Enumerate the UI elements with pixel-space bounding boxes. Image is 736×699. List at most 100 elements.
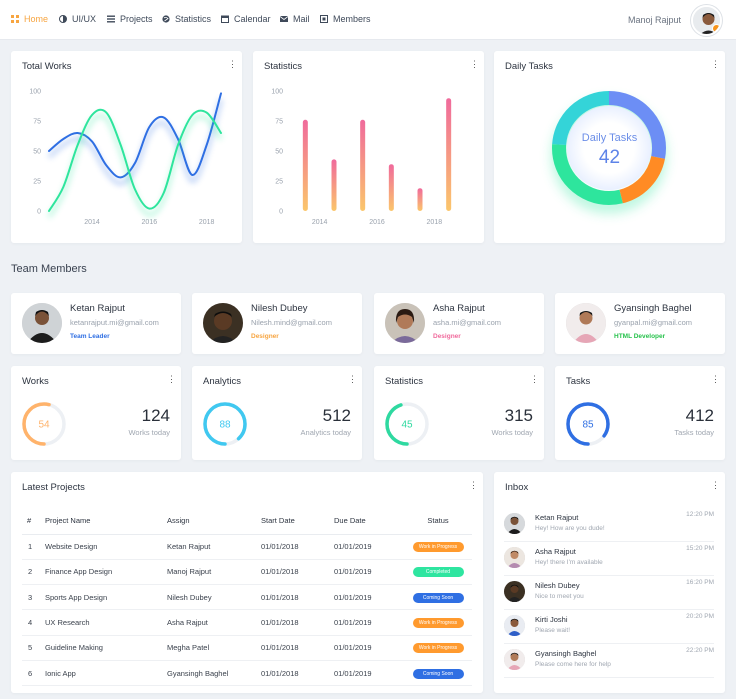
assignee: Manoj Rajput [167, 559, 261, 586]
project-name: UX Research [45, 609, 167, 636]
more-icon[interactable]: ⋮ [469, 480, 478, 490]
user-name[interactable]: Manoj Rajput [627, 15, 681, 25]
nav-projects[interactable]: Projects [107, 14, 153, 24]
start-date: 01/01/2018 [261, 660, 334, 687]
due-date: 01/01/2019 [334, 559, 404, 586]
table-row[interactable]: 6 Ionic App Gyansingh Baghel 01/01/2018 01/0… [22, 660, 472, 687]
start-date: 01/01/2018 [261, 635, 334, 661]
table-row[interactable]: 4 UX Research Asha Rajput 01/01/2018 01/01/2… [22, 609, 472, 636]
status-badge: Work in Progress [412, 643, 464, 654]
member-name: Asha Rajput [433, 303, 485, 314]
member-email: Nilesh.mind@gmail.com [251, 318, 332, 327]
y-tick-label: 100 [29, 89, 41, 96]
sender-avatar [504, 513, 525, 534]
status-cell: Coming Soon [404, 660, 472, 687]
member-card[interactable]: Ketan Rajput ketanrajput.mi@gmail.com Te… [11, 293, 181, 354]
inbox-message[interactable]: Asha Rajput Hey! there I'm available 15:20… [504, 542, 714, 576]
y-tick-label: 50 [275, 149, 283, 156]
message-preview: Please come here for help [535, 661, 611, 668]
more-icon[interactable]: ⋮ [348, 374, 357, 384]
sender-name: Nilesh Dubey [535, 581, 580, 590]
status-cell: Coming Soon [404, 584, 472, 611]
series-glow [46, 113, 224, 219]
works-stat-card: Works ⋮ 54 124 Works today [11, 366, 181, 460]
inbox-message[interactable]: Kirti Joshi Please wait! 20:20 PM [504, 610, 714, 644]
start-date: 01/01/2018 [261, 534, 334, 560]
nav-projects-label: Projects [120, 14, 153, 24]
online-status-dot [712, 24, 720, 33]
member-role: Designer [251, 333, 279, 340]
status-cell: Completed [404, 559, 472, 586]
total-works-card: Total Works ⋮ 0 25 50 75 100 2014 2016 2018 [11, 51, 242, 243]
bar [331, 159, 337, 211]
due-date: 01/01/2019 [334, 660, 404, 687]
nav-uiux[interactable]: UI/UX [59, 14, 96, 24]
member-card[interactable]: Gyansingh Baghel gyanpal.mi@gmail.com HT… [555, 293, 725, 354]
donut-center [567, 106, 651, 190]
status-badge: Coming Soon [412, 668, 464, 679]
table-header-row: # Project Name Assign Start Date Due Dat… [22, 508, 472, 535]
team-members-title: Team Members [11, 263, 87, 275]
bar [302, 119, 308, 211]
nav-calendar[interactable]: Calendar [221, 14, 271, 24]
project-name: Ionic App [45, 660, 167, 687]
table-row[interactable]: 1 Website Design Ketan Rajput 01/01/2018 01/… [22, 534, 472, 560]
project-name: Finance App Design [45, 559, 167, 586]
more-icon[interactable]: ⋮ [711, 374, 720, 384]
due-date: 01/01/2019 [334, 609, 404, 636]
sender-name: Gyansingh Baghel [535, 649, 597, 658]
mail-icon [280, 16, 288, 22]
inbox-message[interactable]: Ketan Rajput Hey! How are you dude! 12:20 … [504, 508, 714, 542]
nav-home[interactable]: Home [11, 14, 48, 24]
column-header: # [22, 508, 45, 535]
table-row[interactable]: 5 Guideline Making Megha Patel 01/01/2018 01… [22, 635, 472, 661]
more-icon[interactable]: ⋮ [711, 480, 720, 490]
user-avatar[interactable] [691, 5, 722, 36]
member-card[interactable]: Nilesh Dubey Nilesh.mind@gmail.com Desig… [192, 293, 362, 354]
top-navbar: Home UI/UX Projects Statistics Calendar … [0, 0, 736, 40]
row-number: 6 [22, 660, 45, 687]
more-icon[interactable]: ⋮ [167, 374, 176, 384]
table-row[interactable]: 2 Finance App Design Manoj Rajput 01/01/201… [22, 559, 472, 586]
ring-value: 88 [219, 420, 231, 431]
y-tick-label: 25 [275, 179, 283, 186]
statistics-stat-card: Statistics ⋮ 45 315 Works today [374, 366, 544, 460]
message-time: 20:20 PM [686, 613, 714, 620]
calendar-icon [221, 15, 229, 23]
members-icon [320, 15, 328, 23]
message-time: 15:20 PM [686, 545, 714, 552]
sender-name: Ketan Rajput [535, 513, 579, 522]
list-icon [107, 15, 115, 23]
message-time: 22:20 PM [686, 647, 714, 654]
assignee: Megha Patel [167, 635, 261, 661]
stat-caption: Works today [128, 428, 170, 437]
daily-tasks-donut-chart [552, 91, 666, 213]
column-header: Due Date [334, 508, 404, 535]
card-title: Statistics [385, 376, 424, 387]
ring-progress [203, 402, 247, 446]
member-email: ketanrajput.mi@gmail.com [70, 318, 159, 327]
y-tick-label: 50 [33, 149, 41, 156]
nav-members[interactable]: Members [320, 14, 371, 24]
progress-ring: 85 [566, 402, 610, 446]
member-card[interactable]: Asha Rajput asha.mi@gmail.com Designer [374, 293, 544, 354]
sender-avatar [504, 547, 525, 568]
nav-statistics[interactable]: Statistics [162, 14, 211, 24]
sender-name: Asha Rajput [535, 547, 576, 556]
card-title: Total Works [22, 61, 72, 72]
assignee: Nilesh Dubey [167, 584, 261, 611]
globe-icon [162, 15, 170, 23]
status-badge: Work in Progress [412, 542, 464, 553]
more-icon[interactable]: ⋮ [530, 374, 539, 384]
card-title: Statistics [264, 61, 303, 72]
inbox-message[interactable]: Gyansingh Baghel Please come here for hel… [504, 644, 714, 678]
stat-value: 124 [141, 406, 170, 425]
due-date: 01/01/2019 [334, 584, 404, 611]
nav-mail[interactable]: Mail [280, 14, 310, 24]
project-name: Sports App Design [45, 584, 167, 611]
x-tick-label: 2014 [84, 219, 100, 226]
table-row[interactable]: 3 Sports App Design Nilesh Dubey 01/01/2018… [22, 584, 472, 611]
total-works-line-chart: 0 25 50 75 100 2014 2016 2018 [29, 89, 224, 226]
inbox-message[interactable]: Nilesh Dubey Nice to meet you 16:20 PM [504, 576, 714, 610]
stat-caption: Works today [491, 428, 533, 437]
